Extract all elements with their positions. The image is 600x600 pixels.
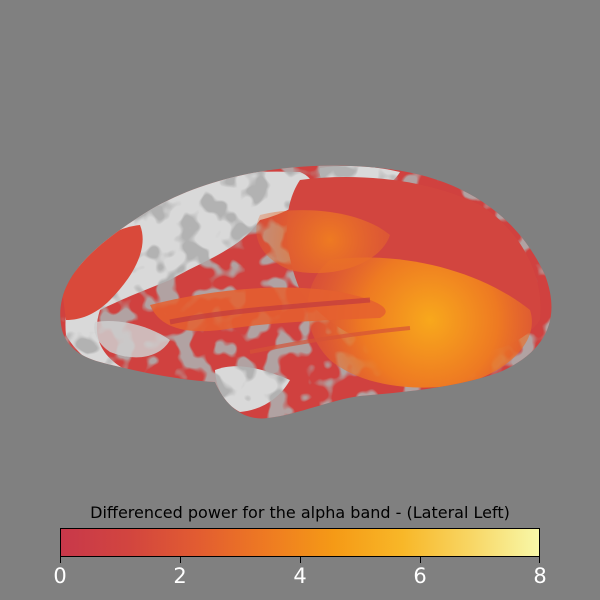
colorbar-tick-label: 0 [53, 564, 67, 588]
brain-hemisphere [60, 165, 552, 419]
colorbar-tick-label: 2 [173, 564, 187, 588]
gyri-strip-anterior-temporal [94, 320, 170, 358]
colorbar-tick-mark [180, 557, 181, 563]
colorbar-tick-mark [420, 557, 421, 563]
activation-posterior-temporal [307, 257, 532, 388]
sulcus-lateral [169, 297, 371, 325]
colorbar-tick-mark [539, 557, 540, 563]
colorbar-tick-label: 4 [293, 564, 307, 588]
colorbar [60, 528, 540, 557]
colorbar-ticks: 0 2 4 6 8 [53, 557, 547, 597]
sulcus-temporal [249, 326, 411, 354]
activation-upper-ridge [256, 210, 390, 274]
colorbar-gradient [61, 529, 539, 556]
colorbar-title: Differenced power for the alpha band - (… [90, 503, 510, 522]
activation-frontal-pole [62, 225, 143, 320]
colorbar-tick-label: 6 [413, 564, 427, 588]
colorbar-tick-label: 8 [533, 564, 547, 588]
colorbar-tick-mark [300, 557, 301, 563]
colorbar-tick-mark [60, 557, 61, 563]
